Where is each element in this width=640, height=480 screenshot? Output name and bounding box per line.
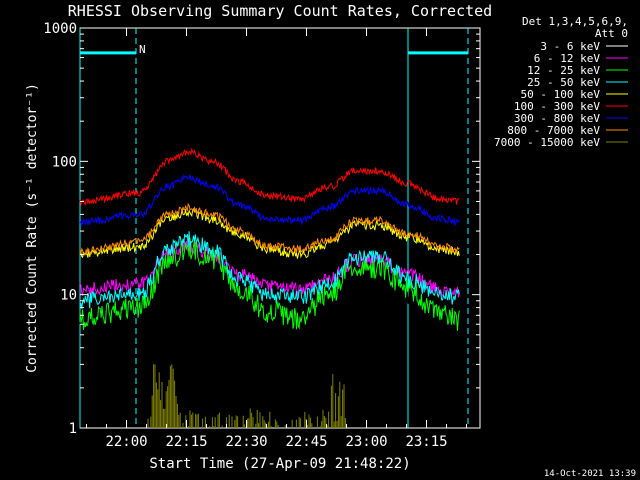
series-line-3 [79, 231, 460, 309]
chart-title: RHESSI Observing Summary Count Rates, Co… [68, 2, 492, 20]
y-axis: 1 10 100 1000 [43, 21, 480, 437]
legend-label: 3 - 6 keV [540, 40, 600, 53]
series-line-8 [147, 364, 348, 428]
legend-header: Det 1,3,4,5,6,9, [522, 15, 628, 28]
series-line-0 [79, 256, 460, 327]
legend-label: 100 - 300 keV [514, 100, 600, 113]
flag-label: N [139, 43, 146, 56]
x-tick-label: 22:30 [225, 434, 267, 450]
x-axis-label: Start Time (27-Apr-09 21:48:22) [149, 456, 410, 472]
x-tick-label: 22:45 [285, 434, 327, 450]
timestamp: 14-Oct-2021 13:39 [544, 469, 636, 479]
legend-label: 300 - 800 keV [514, 112, 600, 125]
legend-label: 50 - 100 keV [521, 88, 601, 101]
series-layer [79, 147, 460, 428]
x-tick-label: 22:00 [105, 434, 147, 450]
x-axis: 22:00 22:15 22:30 22:45 23:00 23:15 [86, 28, 468, 450]
legend-label: 6 - 12 keV [534, 52, 601, 65]
y-tick-label: 1 [69, 421, 77, 437]
plot-frame [79, 27, 481, 429]
x-tick-label: 23:00 [345, 434, 387, 450]
legend-label: 25 - 50 keV [527, 76, 600, 89]
legend-label: 800 - 7000 keV [507, 124, 600, 137]
series-line-7 [79, 202, 460, 256]
x-tick-label: 22:15 [165, 434, 207, 450]
series-line-2 [79, 237, 460, 331]
y-tick-label: 10 [60, 288, 77, 304]
series-line-5 [79, 147, 460, 207]
y-axis-label: Corrected Count Rate (s⁻¹ detector⁻¹) [25, 83, 40, 373]
legend-label: 7000 - 15000 keV [494, 136, 600, 149]
legend-label: 12 - 25 keV [527, 64, 600, 77]
y-tick-label: 100 [52, 154, 77, 170]
x-tick-label: 23:15 [405, 434, 447, 450]
annotation-layer: N [79, 28, 469, 428]
legend-header: Att 0 [595, 27, 628, 40]
series-line-6 [79, 173, 460, 227]
y-tick-label: 1000 [43, 21, 77, 37]
